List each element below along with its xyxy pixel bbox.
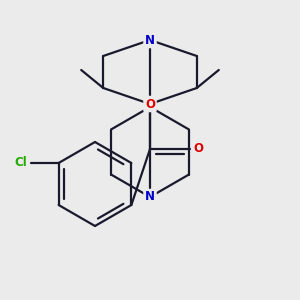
Text: N: N [145, 34, 155, 46]
Text: Cl: Cl [14, 157, 27, 169]
Text: O: O [145, 98, 155, 110]
Text: O: O [193, 142, 203, 155]
Text: N: N [145, 190, 155, 203]
